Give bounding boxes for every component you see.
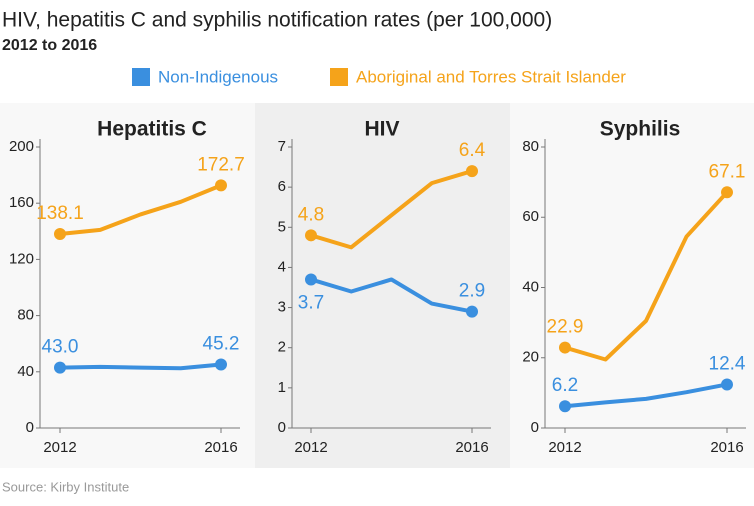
chart-subtitle: 2012 to 2016 [2,37,97,54]
y-tick-label: 2 [278,339,286,356]
point [559,400,571,413]
series-line [564,382,728,409]
point [466,305,478,318]
y-tick-label: 3 [278,299,286,316]
y-tick-label: 5 [278,218,286,235]
panel-bg [0,103,255,468]
legend-swatch [132,68,150,86]
source: Source: Kirby Institute [2,479,129,494]
y-tick-label: 200 [9,138,34,155]
y-tick-label: 40 [17,363,34,380]
point [215,358,227,371]
y-tick-label: 60 [522,208,539,225]
x-tick-label: 2012 [548,439,581,456]
y-tick-label: 40 [522,278,539,295]
data-label: 43.0 [42,337,79,358]
y-tick-label: 4 [278,258,286,275]
point [559,341,571,354]
point [466,165,478,178]
point [721,378,733,391]
panel-title: Hepatitis C [97,118,207,141]
y-tick-label: 0 [531,419,539,436]
x-tick-label: 2012 [43,439,76,456]
data-label: 6.2 [552,375,578,396]
point [54,227,66,240]
y-tick-label: 120 [9,250,34,267]
point [305,229,317,242]
legend-label: Aboriginal and Torres Strait Islander [356,67,626,86]
y-tick-label: 7 [278,138,286,155]
data-label: 67.1 [709,161,746,182]
data-label: 12.4 [709,353,746,374]
series-line [310,277,473,314]
legend-swatch [330,68,348,86]
data-label: 3.7 [298,292,324,313]
x-tick-label: 2016 [710,439,743,456]
point [215,179,227,192]
data-label: 45.2 [203,334,240,355]
y-tick-label: 0 [26,419,34,436]
panel-bg [510,103,754,468]
y-tick-label: 20 [522,349,539,366]
point [305,273,317,286]
y-tick-label: 80 [17,307,34,324]
chart-title: HIV, hepatitis C and syphilis notificati… [2,9,552,32]
x-tick-label: 2016 [204,439,237,456]
y-tick-label: 1 [278,379,286,396]
data-label: 22.9 [547,317,584,338]
data-label: 2.9 [459,281,485,302]
x-tick-label: 2016 [455,439,488,456]
panel-title: Syphilis [600,118,681,141]
panel-bg [255,103,510,468]
series-line [59,183,222,236]
data-label: 6.4 [459,140,486,161]
data-label: 138.1 [36,203,84,224]
point [721,186,733,199]
series-line [564,190,729,362]
series-line [310,169,473,250]
y-tick-label: 160 [9,194,34,211]
x-tick-label: 2012 [294,439,327,456]
y-tick-label: 6 [278,178,286,195]
y-tick-label: 80 [522,138,539,155]
data-label: 172.7 [197,154,245,175]
point [54,361,66,374]
panel-title: HIV [364,118,399,141]
series-line [59,362,222,371]
data-label: 4.8 [298,204,324,225]
y-tick-label: 0 [278,419,286,436]
legend-label: Non-Indigenous [158,67,278,86]
